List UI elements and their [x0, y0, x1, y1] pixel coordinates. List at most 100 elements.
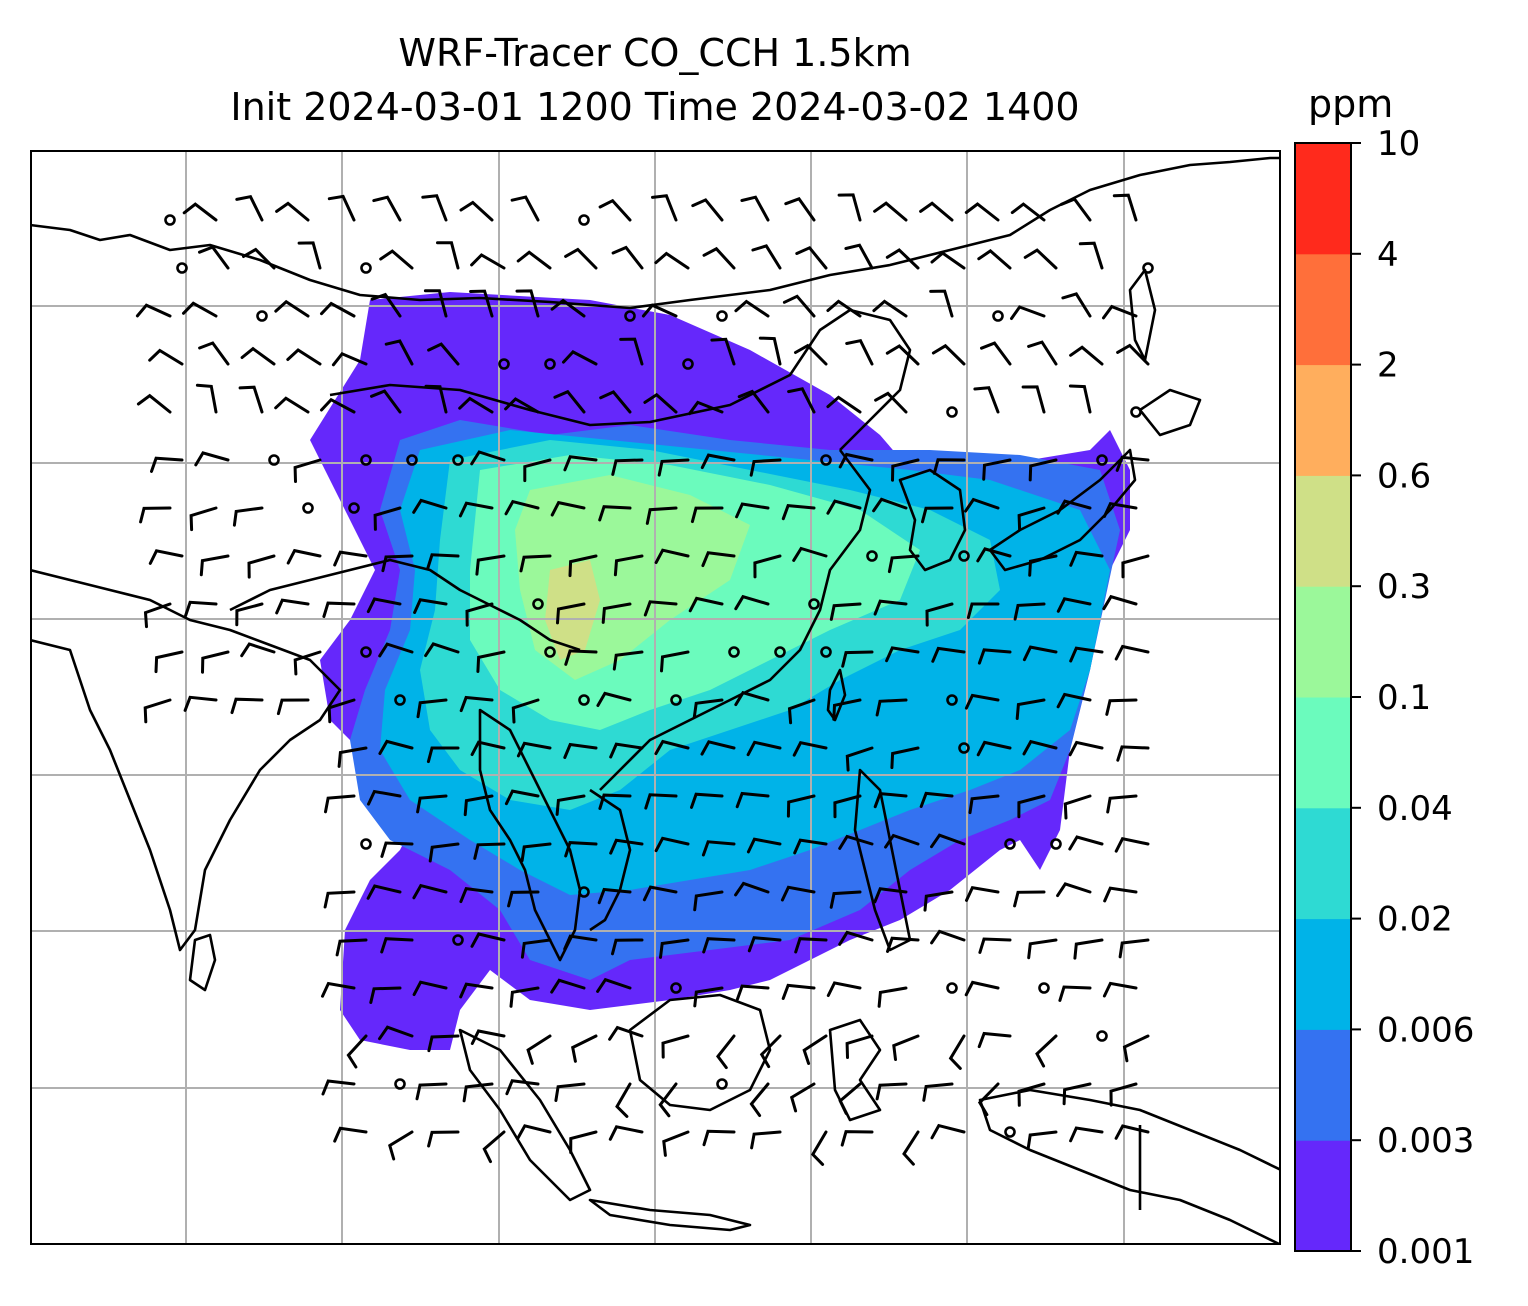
- wind-barb: [276, 698, 310, 716]
- wind-barb: [554, 1082, 586, 1102]
- calm-wind-marker: [1142, 262, 1154, 274]
- wind-barb: [1058, 985, 1092, 1002]
- wind-barb: [781, 983, 816, 1000]
- wind-barb: [1022, 645, 1058, 662]
- wind-barb: [519, 554, 552, 573]
- wind-barb: [378, 739, 414, 755]
- tracer-level-0.3: [545, 560, 600, 660]
- wind-barb: [189, 506, 218, 532]
- wind-barb: [232, 506, 264, 527]
- wind-barb: [692, 698, 724, 719]
- wind-barb: [1112, 193, 1138, 222]
- wind-barb: [1068, 740, 1104, 757]
- calm-wind-marker: [958, 742, 970, 754]
- wind-barb: [1114, 1124, 1150, 1140]
- wind-barb: [1102, 594, 1138, 611]
- wind-barb: [412, 498, 448, 514]
- colorbar-tick-label: 0.6: [1377, 456, 1431, 496]
- wind-barb: [700, 740, 736, 756]
- wind-barb: [750, 1130, 782, 1150]
- wind-barb: [201, 650, 230, 674]
- wind-barb: [366, 884, 402, 900]
- wind-barbs: [135, 193, 1154, 1166]
- wind-barb: [504, 789, 540, 806]
- wind-barb: [660, 650, 690, 673]
- wind-barb: [346, 1034, 368, 1069]
- wind-barb: [792, 740, 828, 757]
- wind-barb: [753, 554, 782, 579]
- wind-barb: [749, 458, 782, 477]
- wind-barb: [1063, 794, 1092, 820]
- wind-barb: [412, 980, 448, 997]
- wind-barb: [892, 1034, 920, 1061]
- wind-barb: [976, 740, 1012, 757]
- wind-barb: [274, 299, 310, 318]
- wind-barb: [327, 194, 356, 222]
- wind-barb: [378, 1025, 414, 1041]
- wind-barb: [1069, 345, 1104, 366]
- wind-barb: [1103, 886, 1138, 903]
- wind-barb: [980, 341, 1012, 366]
- wind-barb: [810, 1130, 828, 1166]
- china-east-coast: [599, 449, 872, 791]
- wind-barb: [1116, 343, 1150, 366]
- taiwan-island: [826, 668, 847, 722]
- wind-barb: [1062, 1082, 1092, 1106]
- wind-barb: [643, 392, 678, 414]
- wind-barb: [1013, 602, 1046, 621]
- calm-wind-marker: [406, 454, 418, 466]
- wind-barb: [875, 698, 908, 717]
- wind-barb: [759, 1034, 782, 1069]
- map-panel: [30, 150, 1281, 1245]
- wind-barb: [1017, 1082, 1046, 1107]
- wind-barb: [293, 650, 322, 676]
- wind-barb: [413, 598, 448, 614]
- wind-barb: [293, 458, 322, 483]
- wind-barb: [609, 838, 644, 855]
- wind-barb: [143, 602, 172, 629]
- calm-wind-marker: [624, 310, 636, 322]
- wind-barb: [787, 387, 816, 414]
- wind-barb: [511, 698, 540, 724]
- colorbar-band: [1295, 807, 1351, 920]
- wind-barb: [475, 554, 506, 576]
- wind-barb: [734, 594, 770, 611]
- wind-barb: [875, 1082, 908, 1101]
- wind-barb: [1069, 550, 1104, 567]
- wind-barb: [286, 548, 322, 565]
- calm-wind-marker: [774, 646, 786, 658]
- wind-barb: [802, 1034, 828, 1065]
- wind-barb: [599, 390, 632, 414]
- sumatra-island: [458, 1028, 592, 1202]
- wind-barb: [829, 602, 862, 621]
- wind-barb: [415, 1082, 448, 1101]
- wind-barb: [1118, 938, 1150, 959]
- wind-barb: [737, 389, 770, 414]
- calm-wind-marker: [1038, 982, 1050, 994]
- wind-barb: [322, 601, 356, 618]
- colorbar-band: [1295, 475, 1351, 587]
- wind-barb: [885, 646, 920, 663]
- wind-barb: [654, 548, 690, 565]
- wind-barb: [780, 885, 816, 902]
- wind-barb: [182, 202, 218, 222]
- wind-barb: [424, 642, 460, 658]
- wind-barb: [139, 506, 172, 524]
- wind-barb: [968, 794, 1000, 815]
- calm-wind-marker: [670, 694, 682, 706]
- wind-barb: [1056, 692, 1092, 709]
- wind-barb: [427, 1130, 460, 1148]
- wind-barb: [1027, 938, 1058, 960]
- wind-barb: [837, 193, 862, 222]
- wind-barb: [274, 396, 310, 414]
- wind-barb: [323, 890, 356, 909]
- wind-barb: [612, 650, 644, 671]
- wind-barb: [662, 1130, 690, 1157]
- calm-wind-marker: [360, 646, 372, 658]
- calm-wind-marker: [268, 454, 280, 466]
- wind-barb: [921, 506, 954, 524]
- wind-barb: [734, 299, 770, 318]
- calm-wind-marker: [256, 310, 268, 322]
- colorbar-tick-label: 10: [1377, 124, 1420, 164]
- wind-barb: [932, 458, 966, 475]
